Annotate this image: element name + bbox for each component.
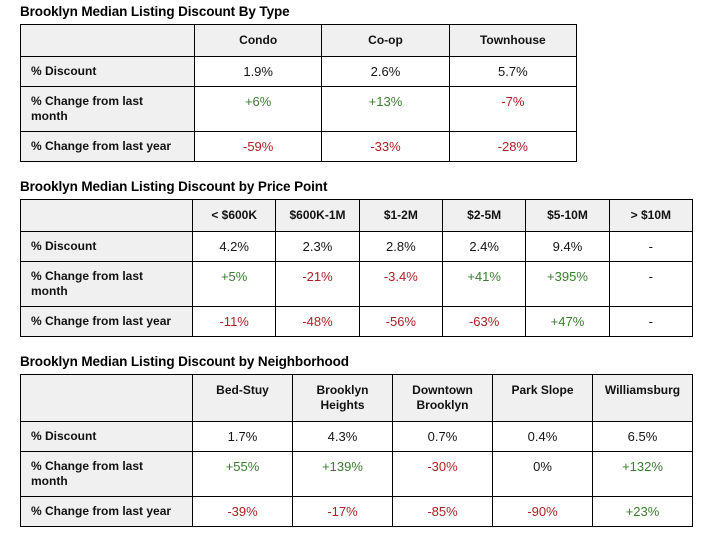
row-label: % Change from last month bbox=[20, 86, 195, 132]
value-cell: 4.3% bbox=[292, 421, 393, 452]
table-row: % Change from last month +5% -21% -3.4% +41%… bbox=[20, 261, 694, 307]
row-label: % Change from last month bbox=[20, 261, 193, 307]
corner-cell bbox=[20, 199, 193, 232]
corner-cell bbox=[20, 24, 195, 57]
column-header: $1-2M bbox=[358, 199, 443, 232]
value-cell: -7% bbox=[448, 86, 578, 132]
value-cell: -56% bbox=[358, 306, 443, 337]
value-cell: +55% bbox=[192, 451, 293, 497]
column-header: $600K-1M bbox=[275, 199, 360, 232]
table-title-by-price-point: Brooklyn Median Listing Discount by Pric… bbox=[20, 179, 328, 194]
table-row: % Change from last year -11% -48% -56% -63% +… bbox=[20, 306, 694, 337]
table-discount-by-type: Condo Co-op Townhouse% Discount 1.9% 2.6% 5.7… bbox=[20, 24, 578, 162]
section-discount-by-neighborhood: Brooklyn Median Listing Discount by Neig… bbox=[20, 354, 697, 527]
corner-cell bbox=[20, 374, 193, 422]
section-discount-by-price-point: Brooklyn Median Listing Discount by Pric… bbox=[20, 179, 697, 337]
row-label: % Change from last month bbox=[20, 451, 193, 497]
value-cell: 0% bbox=[492, 451, 593, 497]
table-row: % Change from last month +55% +139% -30% 0% +… bbox=[20, 451, 693, 497]
value-cell: - bbox=[608, 261, 694, 307]
value-cell: +395% bbox=[525, 261, 610, 307]
value-cell: -85% bbox=[392, 496, 493, 527]
value-cell: 2.8% bbox=[358, 231, 443, 262]
row-label: % Change from last year bbox=[20, 131, 195, 162]
value-cell: -17% bbox=[292, 496, 393, 527]
value-cell: +132% bbox=[592, 451, 693, 497]
column-header: Townhouse bbox=[448, 24, 578, 57]
value-cell: 5.7% bbox=[448, 56, 578, 87]
report-page: Brooklyn Median Listing Discount By Type… bbox=[20, 4, 697, 527]
row-label: % Discount bbox=[20, 56, 195, 87]
value-cell: +6% bbox=[193, 86, 323, 132]
value-cell: +5% bbox=[191, 261, 277, 307]
column-header: Condo bbox=[193, 24, 323, 57]
row-label: % Discount bbox=[20, 421, 193, 452]
value-cell: +47% bbox=[525, 306, 610, 337]
table-row: % Discount 1.7% 4.3% 0.7% 0.4% 6.5% bbox=[20, 421, 693, 452]
value-cell: 1.9% bbox=[193, 56, 323, 87]
value-cell: +41% bbox=[441, 261, 527, 307]
value-cell: 2.3% bbox=[275, 231, 360, 262]
table-title-by-type: Brooklyn Median Listing Discount By Type bbox=[20, 4, 290, 19]
column-header: Park Slope bbox=[492, 374, 593, 422]
column-header: Brooklyn Heights bbox=[292, 374, 393, 422]
table-discount-by-neighborhood: Bed-Stuy Brooklyn Heights Downtown Brookly… bbox=[20, 374, 693, 527]
value-cell: -33% bbox=[321, 131, 450, 162]
column-header: > $10M bbox=[608, 199, 694, 232]
value-cell: -63% bbox=[441, 306, 527, 337]
column-header: Bed-Stuy bbox=[192, 374, 293, 422]
section-discount-by-type: Brooklyn Median Listing Discount By Type… bbox=[20, 4, 697, 162]
value-cell: 4.2% bbox=[191, 231, 277, 262]
table-discount-by-price-point: < $600K $600K-1M $1-2M $2-5M $5-10M > $10M% D… bbox=[20, 199, 694, 337]
value-cell: -39% bbox=[192, 496, 293, 527]
value-cell: +23% bbox=[592, 496, 693, 527]
value-cell: +13% bbox=[321, 86, 450, 132]
column-header: $2-5M bbox=[441, 199, 527, 232]
value-cell: 0.7% bbox=[392, 421, 493, 452]
value-cell: -48% bbox=[275, 306, 360, 337]
value-cell: - bbox=[608, 231, 694, 262]
value-cell: 0.4% bbox=[492, 421, 593, 452]
value-cell: -11% bbox=[191, 306, 277, 337]
value-cell: 1.7% bbox=[192, 421, 293, 452]
column-header: Downtown Brooklyn bbox=[392, 374, 493, 422]
table-row: % Discount 1.9% 2.6% 5.7% bbox=[20, 56, 578, 87]
value-cell: 2.6% bbox=[321, 56, 450, 87]
value-cell: -59% bbox=[193, 131, 323, 162]
value-cell: -3.4% bbox=[358, 261, 443, 307]
table-row: % Change from last month +6% +13% -7% bbox=[20, 86, 578, 132]
value-cell: -30% bbox=[392, 451, 493, 497]
value-cell: -21% bbox=[275, 261, 360, 307]
row-label: % Discount bbox=[20, 231, 193, 262]
column-header: Williamsburg bbox=[592, 374, 693, 422]
value-cell: - bbox=[608, 306, 694, 337]
table-row: % Discount 4.2% 2.3% 2.8% 2.4% 9.4% - bbox=[20, 231, 694, 262]
row-label: % Change from last year bbox=[20, 496, 193, 527]
value-cell: +139% bbox=[292, 451, 393, 497]
value-cell: -90% bbox=[492, 496, 593, 527]
column-header: Co-op bbox=[321, 24, 450, 57]
header-row: Bed-Stuy Brooklyn Heights Downtown Brookly… bbox=[20, 374, 693, 422]
column-header: $5-10M bbox=[525, 199, 610, 232]
table-row: % Change from last year -39% -17% -85% -90% +… bbox=[20, 496, 693, 527]
column-header: < $600K bbox=[191, 199, 277, 232]
table-row: % Change from last year -59% -33% -28% bbox=[20, 131, 578, 162]
value-cell: 6.5% bbox=[592, 421, 693, 452]
row-label: % Change from last year bbox=[20, 306, 193, 337]
value-cell: 9.4% bbox=[525, 231, 610, 262]
header-row: < $600K $600K-1M $1-2M $2-5M $5-10M > $10M bbox=[20, 199, 694, 232]
value-cell: -28% bbox=[448, 131, 578, 162]
value-cell: 2.4% bbox=[441, 231, 527, 262]
header-row: Condo Co-op Townhouse bbox=[20, 24, 578, 57]
table-title-by-neighborhood: Brooklyn Median Listing Discount by Neig… bbox=[20, 354, 349, 369]
